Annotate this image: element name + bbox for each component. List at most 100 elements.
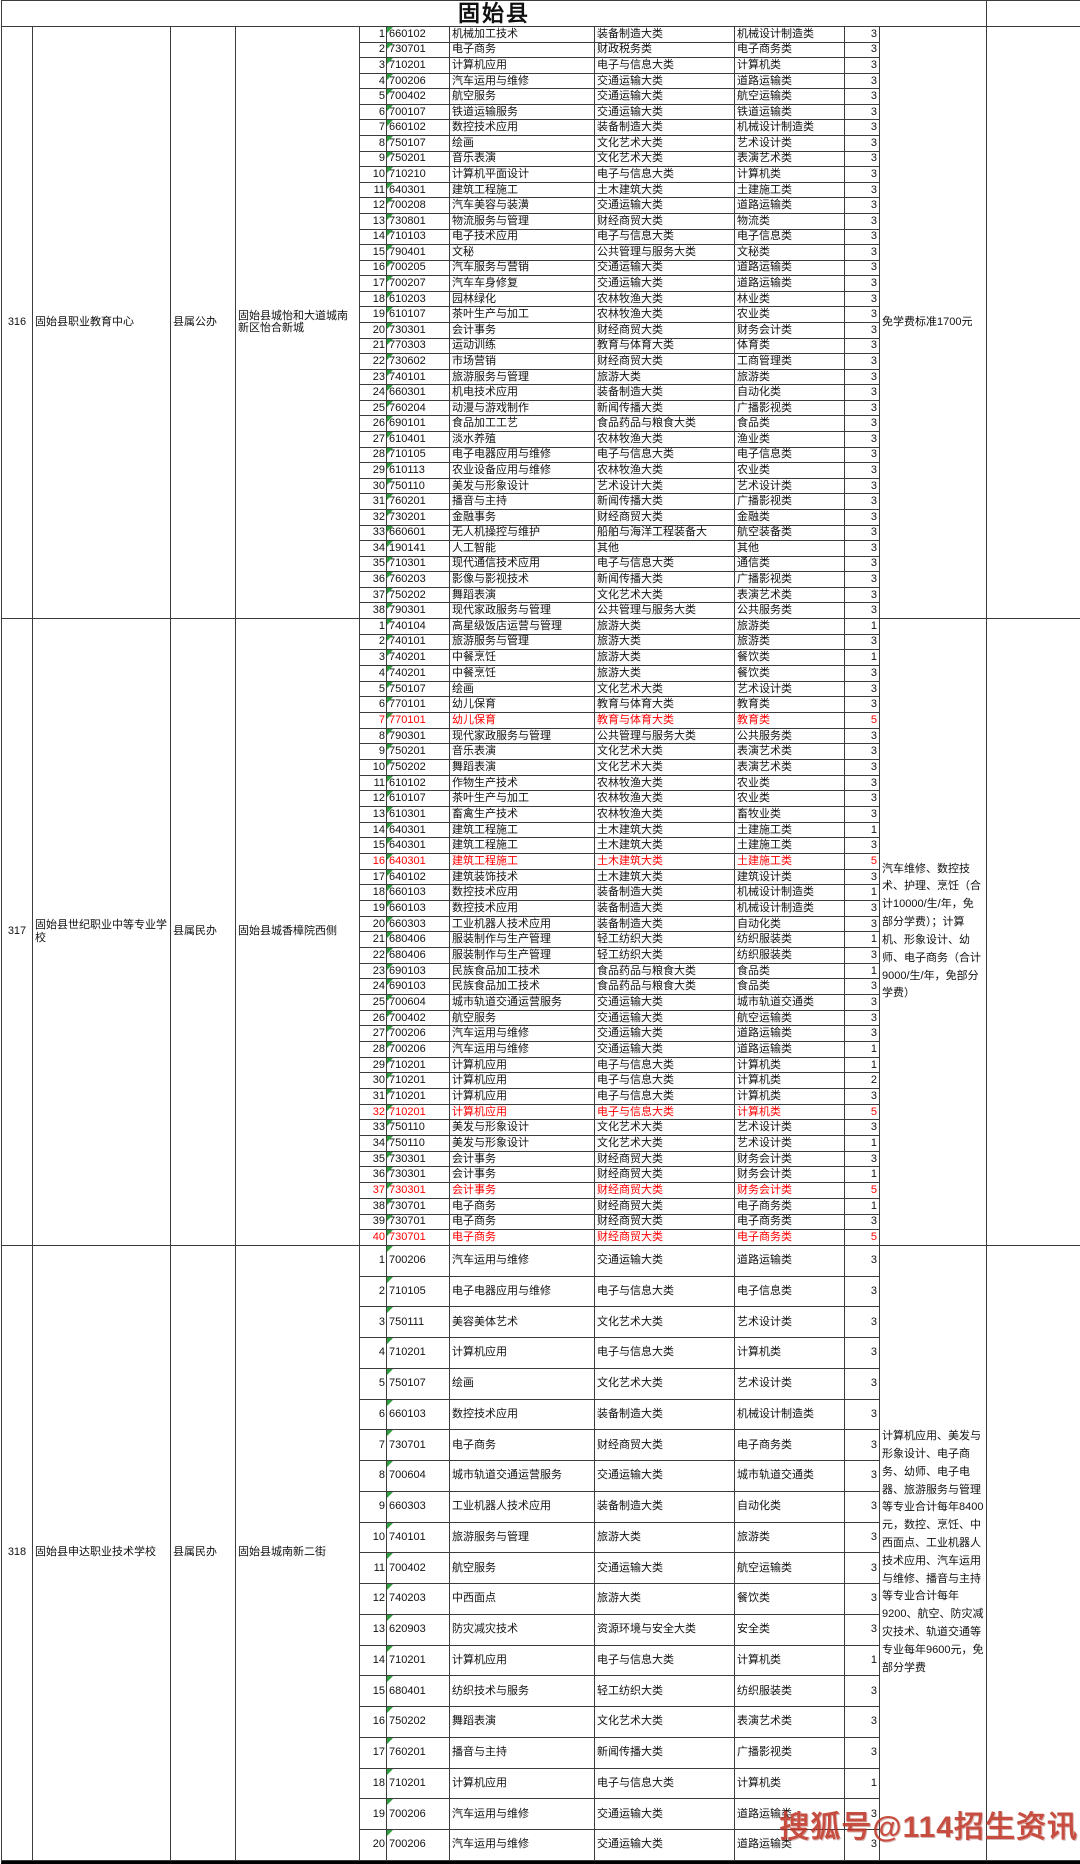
row-number: 13 xyxy=(360,807,387,823)
major-code: 740203 xyxy=(387,1584,450,1615)
major-subcategory: 计算机类 xyxy=(735,1338,845,1369)
major-code: 740101 xyxy=(387,369,450,386)
major-category: 交通运输大类 xyxy=(595,1026,735,1043)
major-category: 交通运输大类 xyxy=(595,1010,735,1027)
duration-years: 3 xyxy=(845,260,880,277)
school-type: 县属民办 xyxy=(171,1245,236,1861)
major-code: 710301 xyxy=(387,556,450,573)
row-number: 18 xyxy=(360,1768,387,1800)
major-subcategory: 食品类 xyxy=(735,416,845,433)
major-category: 装备制造大类 xyxy=(595,901,735,917)
major-category: 文化艺术大类 xyxy=(595,1120,735,1137)
duration-years: 3 xyxy=(845,681,880,698)
major-name: 汽车美容与装潢 xyxy=(450,198,595,214)
row-number: 37 xyxy=(360,1183,387,1199)
major-subcategory: 计算机类 xyxy=(735,1057,845,1074)
major-subcategory: 艺术设计类 xyxy=(735,1368,845,1400)
major-code: 700206 xyxy=(387,1799,450,1831)
major-category: 旅游大类 xyxy=(595,369,735,386)
major-category: 电子与信息大类 xyxy=(595,1073,735,1090)
major-name: 计算机应用 xyxy=(450,1645,595,1677)
major-subcategory: 电子信息类 xyxy=(735,1276,845,1308)
major-code: 730301 xyxy=(387,322,450,339)
row-number: 16 xyxy=(360,854,387,870)
major-category: 交通运输大类 xyxy=(595,995,735,1011)
major-subcategory: 农业类 xyxy=(735,463,845,479)
major-subcategory: 纺织服装类 xyxy=(735,948,845,964)
major-subcategory: 土建施工类 xyxy=(735,182,845,199)
major-subcategory: 畜牧业类 xyxy=(735,807,845,823)
row-number: 26 xyxy=(360,1010,387,1027)
school-name: 固始县世纪职业中等专业学校 xyxy=(33,618,171,1246)
major-name: 纺织技术与服务 xyxy=(450,1676,595,1708)
major-name: 会计事务 xyxy=(450,1183,595,1199)
major-category: 财经商贸大类 xyxy=(595,213,735,230)
row-number: 8 xyxy=(360,1461,387,1492)
duration-years: 1 xyxy=(845,963,880,980)
major-code: 610301 xyxy=(387,807,450,823)
major-name: 幼儿保育 xyxy=(450,713,595,729)
row-number: 35 xyxy=(360,556,387,573)
duration-years: 3 xyxy=(845,572,880,588)
duration-years: 1 xyxy=(845,1167,880,1184)
major-code: 710210 xyxy=(387,167,450,183)
row-number: 19 xyxy=(360,901,387,917)
duration-years: 1 xyxy=(845,650,880,666)
major-name: 绘画 xyxy=(450,1368,595,1400)
major-code: 750201 xyxy=(387,744,450,761)
major-name: 绘画 xyxy=(450,136,595,152)
row-number: 37 xyxy=(360,587,387,604)
major-category: 文化艺术大类 xyxy=(595,587,735,604)
major-code: 610113 xyxy=(387,463,450,479)
major-subcategory: 公共服务类 xyxy=(735,728,845,745)
major-category: 农林牧渔大类 xyxy=(595,775,735,792)
major-code: 700604 xyxy=(387,995,450,1011)
duration-years: 3 xyxy=(845,478,880,495)
major-name: 音乐表演 xyxy=(450,151,595,168)
duration-years: 3 xyxy=(845,1338,880,1369)
major-subcategory: 计算机类 xyxy=(735,1768,845,1800)
row-number: 26 xyxy=(360,416,387,433)
major-name: 电子电器应用与维修 xyxy=(450,447,595,464)
major-name: 运动训练 xyxy=(450,338,595,355)
duration-years: 3 xyxy=(845,151,880,168)
major-category: 装备制造大类 xyxy=(595,1491,735,1523)
major-code: 710201 xyxy=(387,1104,450,1121)
major-name: 中西面点 xyxy=(450,1584,595,1615)
major-code: 640102 xyxy=(387,869,450,886)
row-number: 9 xyxy=(360,744,387,761)
major-subcategory: 道路运输类 xyxy=(735,1042,845,1058)
row-number: 10 xyxy=(360,760,387,776)
major-name: 现代家政服务与管理 xyxy=(450,728,595,745)
major-subcategory: 财务会计类 xyxy=(735,1183,845,1199)
major-name: 汽车运用与维修 xyxy=(450,1245,595,1277)
duration-years: 3 xyxy=(845,1707,880,1738)
major-code: 740201 xyxy=(387,665,450,682)
major-subcategory: 表演艺术类 xyxy=(735,1707,845,1738)
major-subcategory: 机械设计制造类 xyxy=(735,1399,845,1431)
row-number: 1 xyxy=(360,1245,387,1277)
major-category: 轻工纺织大类 xyxy=(595,1676,735,1708)
major-name: 数控技术应用 xyxy=(450,1399,595,1431)
row-number: 39 xyxy=(360,1214,387,1231)
major-name: 电子商务 xyxy=(450,1230,595,1246)
row-number: 7 xyxy=(360,713,387,729)
major-subcategory: 林业类 xyxy=(735,291,845,308)
major-name: 民族食品加工技术 xyxy=(450,963,595,980)
duration-years: 3 xyxy=(845,509,880,526)
major-category: 电子与信息大类 xyxy=(595,1338,735,1369)
row-number: 20 xyxy=(360,1830,387,1861)
major-code: 730701 xyxy=(387,1230,450,1246)
major-subcategory: 道路运输类 xyxy=(735,198,845,214)
major-subcategory: 广播影视类 xyxy=(735,1737,845,1769)
duration-years: 3 xyxy=(845,447,880,464)
school-name: 固始县职业教育中心 xyxy=(33,27,171,619)
major-subcategory: 计算机类 xyxy=(735,58,845,74)
major-subcategory: 财务会计类 xyxy=(735,1151,845,1168)
major-category: 财经商贸大类 xyxy=(595,1183,735,1199)
major-category: 新闻传播大类 xyxy=(595,494,735,510)
major-category: 装备制造大类 xyxy=(595,120,735,137)
major-category: 土木建筑大类 xyxy=(595,182,735,199)
major-subcategory: 机械设计制造类 xyxy=(735,27,845,43)
major-code: 730701 xyxy=(387,42,450,59)
